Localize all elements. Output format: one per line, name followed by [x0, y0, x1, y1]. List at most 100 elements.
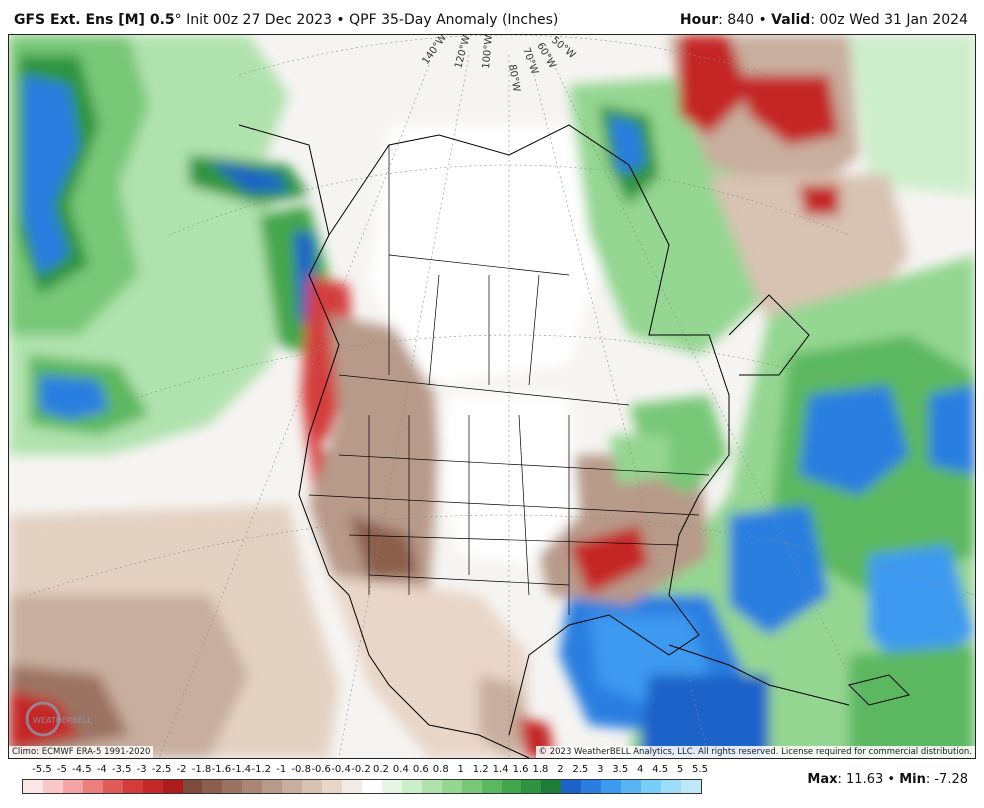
graticule — [28, 35, 975, 758]
colorbar-segment — [501, 780, 522, 793]
colorbar-segment — [42, 780, 63, 793]
colorbar-tick-label: 1.8 — [532, 764, 549, 775]
colorbar-segment — [322, 780, 342, 793]
colorbar-segment — [342, 780, 362, 793]
colorbar-tick-label: -2.5 — [151, 764, 172, 775]
copyright-note: © 2023 WeatherBELL Analytics, LLC. All r… — [535, 746, 975, 758]
colorbar-segment — [461, 780, 482, 793]
colorbar-segment — [202, 780, 223, 793]
colorbar-tick-label: 2.5 — [572, 764, 589, 775]
coastlines — [238, 124, 910, 758]
colorbar-segment — [142, 780, 163, 793]
colorbar-tick-label: -3 — [136, 764, 147, 775]
colorbar-tick-label: -1.4 — [231, 764, 252, 775]
colorbar-tick-label: 5.5 — [692, 764, 708, 775]
colorbar-tick-label: -1.8 — [191, 764, 212, 775]
colorbar-segment — [162, 780, 183, 793]
colorbar-segment — [561, 780, 582, 793]
colorbar-tick-label: 3.5 — [612, 764, 629, 775]
colorbar-tick-label: 4 — [636, 764, 644, 775]
valid-separator: • — [754, 12, 772, 28]
colorbar-segment — [680, 780, 701, 793]
colorbar-segment — [401, 780, 422, 793]
colorbar-tick-label: -5.5 — [32, 764, 52, 775]
colorbar-tick-label: -0.8 — [291, 764, 311, 775]
colorbar-segment — [242, 780, 263, 793]
model-name: GFS Ext. Ens [M] 0.5 — [14, 12, 175, 28]
colorbar-segment — [62, 780, 83, 793]
colorbar-segment — [521, 780, 542, 793]
colorbar-segment — [23, 780, 43, 793]
colorbar-tick-label: 1.2 — [472, 764, 489, 775]
title-separator: • — [331, 12, 350, 28]
hour-label: Hour — [679, 12, 719, 28]
colorbar-tick-label: -1 — [276, 764, 287, 775]
colorbar-segment — [641, 780, 661, 793]
precip-anomaly-field — [9, 35, 975, 758]
colorbar-segment — [361, 780, 382, 793]
anomaly-map: 140°W 120°W 100°W 80°W 70°W 60°W 50°W — [9, 35, 975, 758]
colorbar-segment — [282, 780, 303, 793]
colorbar-segment — [421, 780, 442, 793]
min-value: : -7.28 — [925, 772, 968, 787]
colorbar-bar — [22, 779, 702, 794]
colorbar-segment — [441, 780, 462, 793]
colorbar-tick-label: 1.4 — [492, 764, 509, 775]
colorbar: -5.5 -5 -4.5 -4 -3.5 -3 -2.5 -2 -1.8 -1.6 -1.4 -1.2… — [22, 762, 708, 802]
colorbar-segment — [82, 780, 103, 793]
colorbar-segment — [661, 780, 681, 793]
colorbar-segment — [481, 780, 502, 793]
colorbar-segment — [182, 780, 203, 793]
colorbar-tick-label: -3.5 — [111, 764, 132, 775]
colorbar-tick-label: -4.5 — [72, 764, 92, 775]
colorbar-segment — [122, 780, 143, 793]
climo-note: Climo: ECMWF ERA-5 1991-2020 — [9, 746, 154, 758]
colorbar-tick-label: -4 — [96, 764, 107, 775]
colorbar-tick-label: -5 — [56, 764, 67, 775]
political-borders — [308, 145, 710, 615]
degree-sign: ° — [174, 12, 182, 28]
colorbar-tick-label: 4.5 — [652, 764, 669, 775]
colorbar-tick-label: 3 — [597, 764, 604, 775]
colorbar-tick-label: 2 — [557, 764, 564, 775]
stats-separator: • — [883, 772, 900, 787]
valid-label: Valid — [771, 12, 811, 28]
colorbar-labels: -5.5 -5 -4.5 -4 -3.5 -3 -2.5 -2 -1.8 -1.6 -1.4 -1.2… — [22, 764, 708, 778]
colorbar-tick-label: 5 — [676, 764, 684, 775]
colorbar-segment — [262, 780, 283, 793]
colorbar-segment — [601, 780, 622, 793]
min-label: Min — [899, 772, 926, 787]
colorbar-tick-label: 1 — [457, 764, 464, 775]
init-time: Init 00z 27 Dec 2023 — [181, 12, 332, 28]
colorbar-tick-label: -1.2 — [251, 764, 272, 775]
colorbar-tick-label: 0.6 — [412, 764, 429, 775]
product-name: QPF 35-Day Anomaly (Inches) — [349, 12, 559, 28]
valid-value: : 00z Wed 31 Jan 2024 — [810, 12, 968, 28]
weatherbell-logo: WEATHERBELL — [23, 697, 105, 741]
colorbar-segment — [621, 780, 642, 793]
colorbar-segment — [102, 780, 123, 793]
colorbar-segment — [381, 780, 402, 793]
colorbar-tick-label: -2 — [176, 764, 187, 775]
lon-label: 80°W — [506, 64, 522, 93]
colorbar-tick-label: -1.6 — [211, 764, 232, 775]
lon-label: 100°W — [481, 35, 495, 69]
colorbar-tick-label: -0.2 — [351, 764, 371, 775]
colorbar-tick-label: -0.6 — [311, 764, 331, 775]
hour-value: : 840 — [718, 12, 754, 28]
colorbar-tick-label: 0.4 — [392, 764, 409, 775]
colorbar-segment — [541, 780, 562, 793]
colorbar-segment — [222, 780, 243, 793]
max-label: Max — [807, 772, 838, 787]
map-panel: 140°W 120°W 100°W 80°W 70°W 60°W 50°W WE… — [8, 34, 976, 759]
valid-time: Hour: 840 • Valid: 00z Wed 31 Jan 2024 — [680, 12, 968, 28]
max-min-stats: Max: 11.63 • Min: -7.28 — [807, 772, 968, 787]
max-value: : 11.63 — [837, 772, 884, 787]
colorbar-tick-label: 0.8 — [432, 764, 449, 775]
header: GFS Ext. Ens [M] 0.5° Init 00z 27 Dec 20… — [0, 0, 984, 34]
chart-title: GFS Ext. Ens [M] 0.5° Init 00z 27 Dec 20… — [14, 12, 558, 28]
colorbar-tick-label: -0.4 — [331, 764, 351, 775]
colorbar-segment — [302, 780, 323, 793]
colorbar-tick-label: 1.6 — [512, 764, 529, 775]
svg-text:WEATHERBELL: WEATHERBELL — [33, 716, 92, 725]
